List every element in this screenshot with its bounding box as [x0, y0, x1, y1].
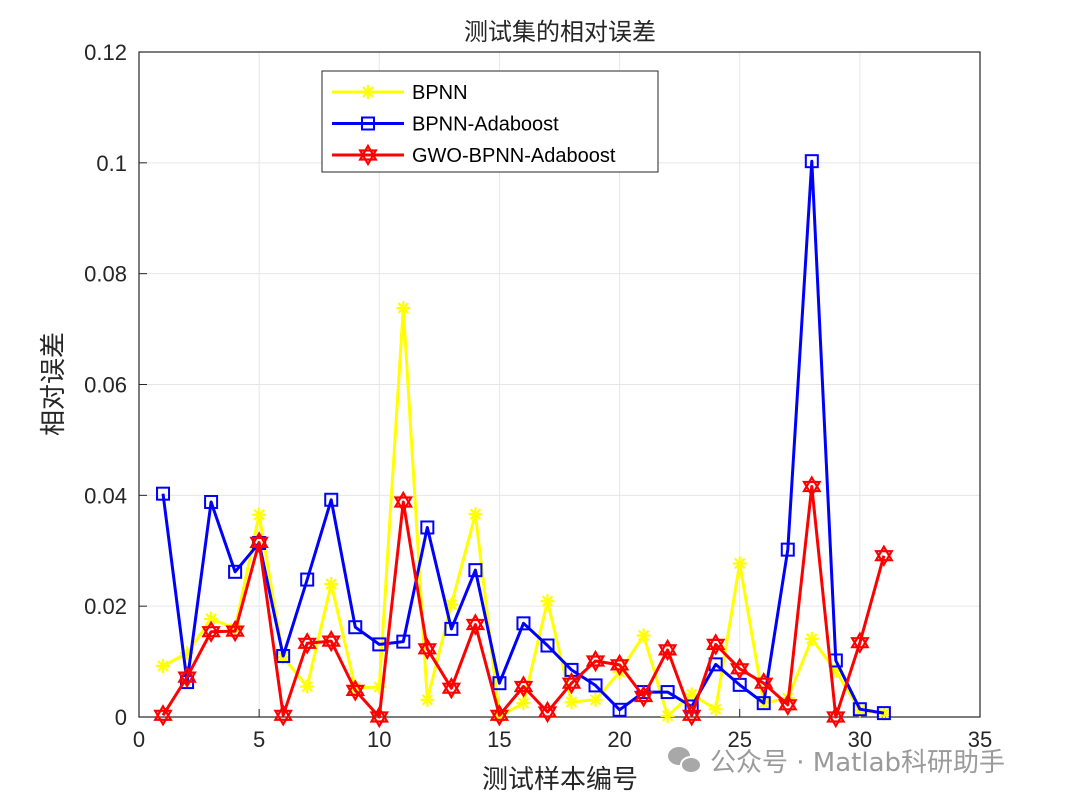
x-tick-label: 15 — [487, 727, 511, 752]
x-tick-label: 20 — [607, 727, 631, 752]
data-series — [153, 154, 894, 729]
axis-ticks: 0 5 10 15 20 25 30 35 0 0.02 0.04 0.06 0.08 0.1 0.12 — [84, 40, 992, 752]
y-axis-title: 相对误差 — [39, 332, 69, 436]
x-tick-label: 25 — [727, 727, 751, 752]
x-tick-label: 30 — [848, 727, 872, 752]
legend-label: BPNN — [412, 82, 468, 104]
series-gwo-bpnn-adaboost — [153, 475, 894, 729]
x-axis-title: 测试样本编号 — [482, 765, 638, 795]
y-tick-label: 0.1 — [96, 151, 127, 176]
y-tick-label: 0.02 — [84, 594, 127, 619]
y-tick-label: 0.12 — [84, 40, 127, 65]
x-tick-label: 5 — [253, 727, 265, 752]
y-tick-label: 0 — [115, 705, 127, 730]
x-tick-label: 0 — [133, 727, 145, 752]
legend-item: GWO-BPNN-Adaboost — [332, 143, 616, 167]
watermark: 公众号 · Matlab科研助手 — [668, 742, 1005, 779]
legend-item: BPNN — [332, 82, 468, 104]
y-tick-label: 0.06 — [84, 373, 127, 398]
series-bpnn-adaboost — [156, 154, 891, 721]
y-tick-label: 0.08 — [84, 262, 127, 287]
legend-label: GWO-BPNN-Adaboost — [412, 145, 616, 167]
wechat-icon — [668, 746, 702, 775]
legend-item: BPNN-Adaboost — [332, 114, 559, 136]
watermark-text: 公众号 · Matlab科研助手 — [710, 748, 1006, 778]
chart-title: 测试集的相对误差 — [464, 18, 656, 46]
y-tick-label: 0.04 — [84, 483, 127, 508]
x-tick-label: 35 — [968, 727, 992, 752]
legend: BPNN BPNN-Adaboost GWO-BPNN-Adaboost — [321, 70, 659, 173]
x-tick-label: 10 — [367, 727, 391, 752]
legend-label: BPNN-Adaboost — [412, 114, 559, 136]
series-bpnn — [156, 301, 891, 724]
